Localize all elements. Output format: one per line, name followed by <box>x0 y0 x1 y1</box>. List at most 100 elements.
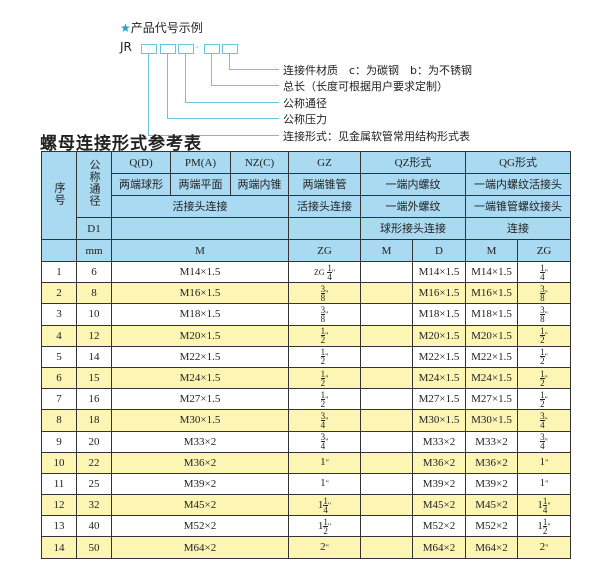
cell-qg-zg: 1 1 2 " <box>517 515 572 538</box>
cell-no: 14 <box>41 536 77 559</box>
table-row: 11 25 M39×2 1" M39×2 M39×2 1" <box>41 472 572 496</box>
cell-qg-m: M64×2 <box>465 536 519 559</box>
cell-qz-m <box>360 303 413 326</box>
cell-m: M27×1.5 <box>111 388 289 411</box>
cell-dn: 16 <box>76 388 112 411</box>
cell-no: 12 <box>41 494 77 517</box>
header-conn: 活接头连接 <box>111 195 289 218</box>
code-box <box>178 44 194 54</box>
header-seq: 序号 <box>41 151 77 240</box>
cell-gz-zg: 1 2 " <box>288 366 361 390</box>
cell-qz-d: M30×1.5 <box>411 409 467 432</box>
cell-no: 7 <box>41 388 77 411</box>
product-code: JR <box>120 40 132 54</box>
label-pressure: 公称压力 <box>283 113 327 126</box>
cell-qz-d: M14×1.5 <box>411 260 467 284</box>
cell-qg-m: M14×1.5 <box>465 260 519 284</box>
cell-qz-m <box>360 366 413 390</box>
cell-qg-m: M20×1.5 <box>465 324 519 347</box>
cell-qz-d: M27×1.5 <box>411 388 467 411</box>
cell-gz-zg: 1 2 " <box>288 324 361 347</box>
header-d1: D1 <box>76 217 112 240</box>
cell-qz-m <box>360 430 413 453</box>
cell-gz-zg: 1 2 " <box>288 388 361 411</box>
cell-qg-zg: 1 2 " <box>517 324 572 347</box>
table-row: 7 16 M27×1.5 1 2 " M27×1.5 M27×1.5 1 2 " <box>41 388 572 411</box>
cell-qg-zg: 3 8 " <box>517 303 572 326</box>
cell-m: M52×2 <box>111 515 289 538</box>
label-connection: 连接形式：见金属软管常用结构形式表 <box>283 130 470 143</box>
cell-no: 9 <box>41 430 77 453</box>
header-unit: ZG <box>288 239 361 262</box>
cell-dn: 14 <box>76 345 112 368</box>
cell-qz-m <box>360 409 413 432</box>
cell-gz-zg: 1 2 " <box>288 345 361 368</box>
cell-gz-zg: 1" <box>288 472 361 496</box>
cell-qz-d: M52×2 <box>411 515 467 538</box>
cell-m: M33×2 <box>111 430 289 453</box>
cell-gz-zg: ZG 1 4 " <box>288 260 361 284</box>
code-box <box>160 44 176 54</box>
cell-no: 3 <box>41 303 77 326</box>
cell-qg-zg: 3 4 " <box>517 430 572 453</box>
cell-no: 13 <box>41 515 77 538</box>
cell-qz-m <box>360 388 413 411</box>
header-unit: D <box>411 239 467 262</box>
table-row: 8 18 M30×1.5 3 4 " M30×1.5 M30×1.5 3 4 " <box>41 409 572 432</box>
cell-qz-d: M64×2 <box>411 536 467 559</box>
header-type: Q(D) <box>111 151 171 174</box>
cell-qz-m <box>360 324 413 347</box>
header-dn: 公称通径 <box>76 151 112 218</box>
cell-gz-zg: 1 1 4 " <box>288 494 361 517</box>
cell-m: M16×1.5 <box>111 282 289 305</box>
header-mm: mm <box>76 239 112 262</box>
cell-qg-zg: 1" <box>517 451 572 474</box>
cell-dn: 6 <box>76 260 112 284</box>
cell-qz-m <box>360 536 413 559</box>
cell-qg-m: M24×1.5 <box>465 366 519 390</box>
cell-no: 8 <box>41 409 77 432</box>
table-row: 6 15 M24×1.5 1 2 " M24×1.5 M24×1.5 1 2 " <box>41 366 572 390</box>
cell-m: M36×2 <box>111 451 289 474</box>
table-row: 4 12 M20×1.5 1 2 " M20×1.5 M20×1.5 1 2 " <box>41 324 572 347</box>
cell-dn: 22 <box>76 451 112 474</box>
header-type: GZ <box>288 151 361 174</box>
cell-qz-m <box>360 472 413 496</box>
cell-dn: 40 <box>76 515 112 538</box>
header-type: QG形式 <box>465 151 572 174</box>
cell-qg-m: M18×1.5 <box>465 303 519 326</box>
label-material: 连接件材质 c：为碳钢 b：为不锈钢 <box>283 64 473 77</box>
cell-qg-zg: 2" <box>517 536 572 559</box>
cell-qg-zg: 3 8 " <box>517 282 572 305</box>
header-unit: ZG <box>517 239 572 262</box>
header-shape: 一端内螺纹 <box>359 173 467 196</box>
code-box <box>222 44 238 54</box>
cell-qg-m: M30×1.5 <box>465 409 519 432</box>
header-conn: 一端锥管螺纹接头 <box>465 195 572 218</box>
cell-qg-zg: 1" <box>517 472 572 496</box>
cell-dn: 10 <box>76 303 112 326</box>
cell-qz-m <box>360 282 413 305</box>
cell-gz-zg: 1 1 2 " <box>288 515 361 538</box>
header-shape: 两端锥管 <box>288 173 361 196</box>
star-icon: ★ <box>120 21 131 35</box>
cell-qg-zg: 3 4 " <box>517 409 572 432</box>
cell-dn: 15 <box>76 366 112 390</box>
cell-qg-zg: 1 4 " <box>517 260 572 284</box>
header-unit: M <box>465 239 519 262</box>
cell-dn: 20 <box>76 430 112 453</box>
cell-qg-zg: 1 2 " <box>517 345 572 368</box>
cell-gz-zg: 3 4 " <box>288 409 361 432</box>
cell-qz-d: M20×1.5 <box>411 324 467 347</box>
cell-qg-m: M16×1.5 <box>465 282 519 305</box>
header-shape: 两端球形 <box>111 173 171 196</box>
cell-qz-d: M45×2 <box>411 494 467 517</box>
cell-no: 5 <box>41 345 77 368</box>
table-row: 5 14 M22×1.5 1 2 " M22×1.5 M22×1.5 1 2 " <box>41 345 572 368</box>
cell-qz-d: M18×1.5 <box>411 303 467 326</box>
cell-qg-m: M33×2 <box>465 430 519 453</box>
cell-qg-zg: 1 2 " <box>517 388 572 411</box>
header-type: PM(A) <box>170 151 231 174</box>
cell-qz-d: M16×1.5 <box>411 282 467 305</box>
cell-m: M22×1.5 <box>111 345 289 368</box>
